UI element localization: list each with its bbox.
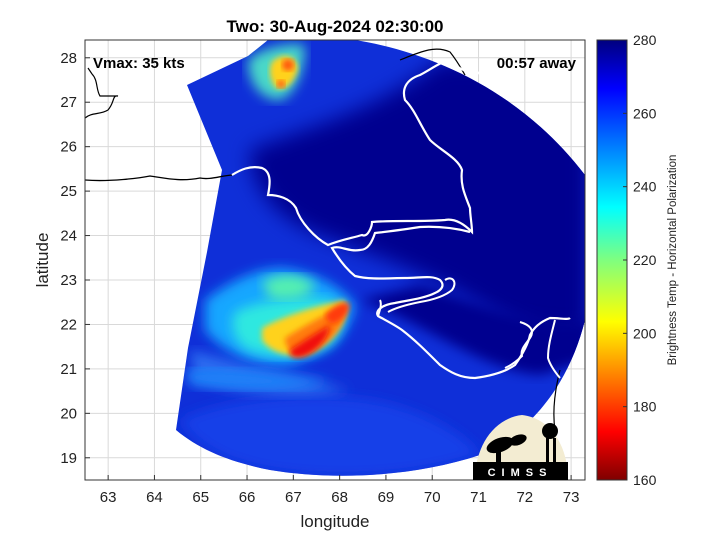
warm-gulf-region — [360, 285, 585, 375]
x-tick-labels: 63 64 65 66 67 68 69 70 71 72 73 — [100, 475, 580, 506]
coast-kutch-gulf — [387, 277, 456, 313]
y-tick-label: 28 — [60, 50, 77, 67]
coastlines — [85, 48, 571, 480]
x-tick-label: 66 — [239, 489, 256, 506]
swath-layer — [85, 40, 585, 480]
x-tick-label: 71 — [470, 489, 487, 506]
coast-pakistan-india — [231, 58, 484, 247]
coast-kutch-inlet — [377, 299, 382, 317]
plot-title: Two: 30-Aug-2024 02:30:00 — [227, 17, 444, 36]
colorbar-tick-label: 200 — [633, 325, 657, 341]
colorbar — [596, 39, 628, 481]
ocean-band-light — [185, 368, 330, 390]
coast-gujarat — [330, 225, 571, 380]
x-tick-label: 63 — [100, 489, 117, 506]
y-tick-label: 19 — [60, 450, 77, 467]
y-tick-label: 25 — [60, 183, 77, 200]
convection-north-lobe — [262, 274, 315, 300]
coast-east-white — [546, 319, 561, 379]
warm-land-region — [250, 60, 585, 338]
x-tick-label: 65 — [192, 489, 209, 506]
y-tick-labels: 19 20 21 22 23 24 25 26 27 28 — [60, 50, 90, 467]
swath-image — [176, 40, 585, 476]
y-axis-label: latitude — [33, 233, 52, 288]
cimss-logo: CIMSS — [473, 415, 568, 480]
x-tick-label: 70 — [424, 489, 441, 506]
vmax-label: Vmax: 35 kts — [93, 55, 185, 72]
coast-khambhat — [504, 321, 533, 369]
x-tick-label: 72 — [516, 489, 533, 506]
y-tick-label: 22 — [60, 316, 77, 333]
colorbar-tick-label: 220 — [633, 252, 657, 268]
convection-core — [289, 325, 330, 358]
border-northwest — [85, 67, 119, 119]
colorbar-tick-label: 240 — [633, 179, 657, 195]
x-tick-label: 68 — [331, 489, 348, 506]
axes-border — [84, 39, 586, 481]
x-axis-label: longitude — [300, 512, 369, 531]
ocean-south — [180, 396, 480, 476]
logo-text: CIMSS — [488, 467, 553, 479]
y-tick-label: 21 — [60, 361, 77, 378]
coast-west — [85, 174, 233, 182]
colorbar-label: Brightness Temp - Horizontal Polarizatio… — [667, 155, 679, 366]
y-tick-label: 24 — [60, 228, 77, 245]
x-tick-label: 73 — [563, 489, 580, 506]
logo-banner — [473, 462, 568, 480]
north-patch-core-south — [277, 80, 285, 88]
time-away-label: 00:57 away — [497, 55, 577, 72]
y-tick-label: 27 — [60, 94, 77, 111]
colorbar-tick-label: 160 — [633, 472, 657, 488]
x-tick-label: 67 — [285, 489, 302, 506]
y-tick-label: 23 — [60, 272, 77, 289]
north-patch-core — [282, 59, 294, 71]
x-tick-label: 64 — [146, 489, 163, 506]
logo-dish-icon — [486, 434, 527, 462]
colorbar-tick-label: 260 — [633, 105, 657, 121]
colorbar-ticks: 160 180 200 220 240 260 280 — [623, 32, 657, 488]
x-tick-label: 69 — [378, 489, 395, 506]
colorbar-tick-label: 280 — [633, 32, 657, 48]
convection-core-ne — [325, 303, 350, 324]
logo-tower-icon — [542, 423, 558, 462]
y-tick-label: 26 — [60, 139, 77, 156]
colorbar-tick-label: 180 — [633, 399, 657, 415]
y-tick-label: 20 — [60, 405, 77, 422]
